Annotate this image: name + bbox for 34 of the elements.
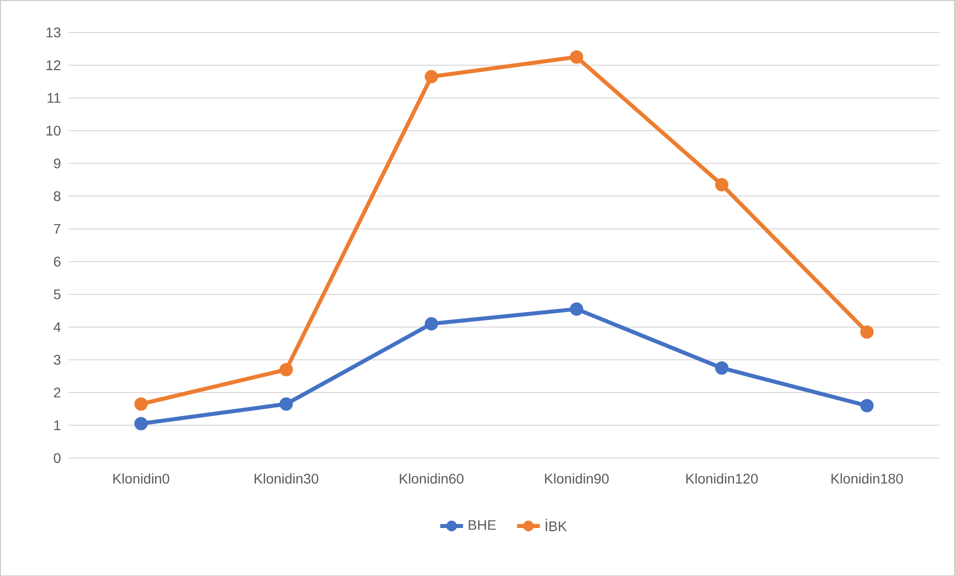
point [570, 302, 584, 316]
y-tick-label: 11 [48, 92, 60, 103]
point [134, 397, 148, 410]
point [860, 398, 874, 412]
y-tick-label: 9 [54, 158, 60, 168]
y-tick-label: 12 [46, 60, 60, 70]
x-tick-label: Klonidin120 [686, 473, 758, 484]
x-tick-label: Klonidin0 [113, 473, 170, 484]
x-tick-label: Klonidin30 [254, 473, 318, 484]
legend-label: BHE [468, 520, 496, 530]
y-tick-label: 8 [54, 191, 60, 201]
point [424, 316, 438, 330]
y-tick-label: 3 [54, 354, 60, 365]
x-tick-label: Klonidin180 [832, 473, 903, 484]
legend-label: İBK [546, 518, 567, 531]
y-tick-label: 13 [46, 27, 60, 38]
x-tick-label: Klonidin60 [400, 473, 464, 484]
point [134, 416, 148, 430]
y-tick-label: 6 [54, 256, 60, 266]
point [424, 70, 438, 84]
point [860, 325, 874, 338]
y-tick-label: 4 [54, 322, 61, 332]
y-tick-label: 7 [54, 224, 60, 234]
y-tick-label: 2 [54, 387, 60, 398]
x-tick-label: Klonidin90 [545, 473, 609, 484]
point [570, 50, 584, 64]
point [280, 362, 293, 376]
y-tick-label: 10 [46, 126, 61, 136]
point [715, 178, 728, 192]
y-tick-label: 1 [54, 420, 60, 430]
y-tick-label: 0 [54, 452, 61, 463]
point [715, 361, 728, 374]
y-tick-label: 5 [54, 289, 60, 300]
point [280, 397, 293, 410]
